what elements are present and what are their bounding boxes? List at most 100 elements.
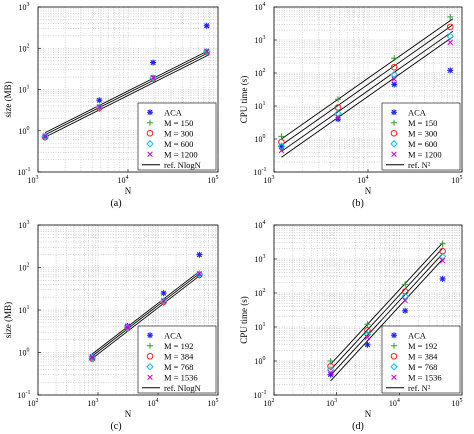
- legend-marker-circle: [390, 352, 398, 360]
- y-tick-base: 10: [255, 289, 263, 298]
- legend-marker-plus: [391, 342, 397, 349]
- data-point-circle: [390, 63, 398, 71]
- x-tick-label: 103: [264, 175, 275, 185]
- y-tick-exponent: 3: [263, 35, 266, 41]
- y-tick-label: 100: [19, 126, 30, 136]
- y-tick-exponent: 3: [263, 254, 266, 260]
- reference-line: [91, 270, 201, 355]
- panel-caption: (a): [110, 198, 121, 209]
- legend-entry: ref. NlogN: [164, 160, 201, 170]
- y-tick-label: 104: [255, 220, 266, 230]
- reference-line: [91, 272, 201, 357]
- data-markers: [277, 13, 454, 154]
- y-tick-label: 102: [255, 68, 266, 78]
- x-tick-label: 103: [88, 398, 99, 408]
- legend-entry: M = 150: [164, 118, 193, 128]
- legend-marker-star: [147, 109, 153, 116]
- data-point-diamond: [277, 142, 286, 151]
- y-tick-label: 101: [255, 101, 266, 111]
- data-point-star: [278, 143, 285, 150]
- data-point-cross: [364, 334, 371, 340]
- y-tick-label: 102: [255, 288, 266, 298]
- reference-line: [44, 54, 210, 138]
- data-point-cross: [150, 74, 156, 81]
- y-tick-exponent: -1: [262, 390, 267, 396]
- y-tick-base: 10: [19, 221, 27, 230]
- data-point-plus: [439, 240, 446, 247]
- y-tick-base: 10: [18, 168, 26, 177]
- x-tick-label: 104: [389, 398, 400, 408]
- y-tick-label: 101: [19, 305, 30, 315]
- reference-line: [281, 18, 454, 140]
- legend-entry: M = 192: [164, 341, 193, 351]
- data-point-circle: [401, 288, 409, 295]
- legend-entry: ref. N²: [408, 383, 431, 393]
- x-tick-label: 105: [208, 175, 219, 185]
- legend-marker-circle: [146, 352, 154, 360]
- y-axis-label: size (MB): [3, 302, 13, 338]
- x-axis-label: N: [125, 409, 132, 419]
- reference-line: [330, 252, 444, 376]
- y-tick-base: 10: [254, 391, 262, 400]
- x-tick-exponent: 5: [460, 175, 463, 181]
- x-tick-base: 10: [452, 176, 460, 185]
- legend-entry: ACA: [408, 330, 427, 340]
- y-axis-label: CPU time (s): [239, 296, 249, 344]
- x-tick-label: 105: [452, 398, 463, 408]
- y-tick-label: 10-1: [254, 390, 267, 400]
- reference-lines: [91, 270, 201, 359]
- data-point-star: [160, 290, 167, 297]
- y-tick-exponent: 0: [27, 348, 30, 354]
- x-tick-base: 10: [452, 399, 460, 408]
- y-tick-label: 103: [19, 2, 30, 12]
- y-tick-exponent: 4: [263, 2, 266, 8]
- x-axis-label: N: [125, 186, 132, 196]
- y-tick-base: 10: [19, 86, 27, 95]
- y-tick-exponent: 0: [263, 134, 266, 140]
- y-tick-label: 103: [19, 220, 30, 230]
- legend-marker-star: [391, 109, 397, 116]
- x-tick-label: 105: [208, 398, 219, 408]
- data-point-star: [439, 275, 446, 282]
- x-tick-base: 10: [326, 399, 334, 408]
- x-tick-exponent: 4: [366, 175, 369, 181]
- y-tick-base: 10: [254, 168, 262, 177]
- reference-line: [330, 247, 444, 371]
- data-point-circle: [278, 138, 285, 146]
- reference-lines: [281, 18, 454, 158]
- legend-entry: M = 1536: [164, 372, 198, 382]
- data-point-plus: [278, 133, 285, 140]
- legend-box: [137, 325, 217, 394]
- y-tick-base: 10: [255, 323, 263, 332]
- data-point-star: [364, 341, 371, 348]
- x-tick-exponent: 3: [272, 175, 275, 181]
- data-point-diamond: [95, 103, 104, 112]
- data-point-star: [327, 371, 334, 378]
- legend-box: [381, 102, 461, 171]
- y-tick-label: 103: [255, 35, 266, 45]
- plot-frame: [273, 224, 463, 396]
- y-tick-exponent: 2: [27, 43, 30, 49]
- y-tick-exponent: 2: [27, 263, 30, 269]
- legend-marker-star: [391, 332, 397, 339]
- y-tick-exponent: -1: [262, 167, 267, 173]
- data-point-cross: [391, 76, 397, 82]
- y-tick-exponent: 1: [27, 85, 30, 91]
- legend-marker-cross: [147, 151, 153, 158]
- data-point-cross: [124, 324, 131, 331]
- data-point-plus: [335, 96, 342, 103]
- y-tick-base: 10: [255, 221, 263, 230]
- legend-entry: M = 1536: [408, 372, 442, 382]
- panel-caption: (d): [352, 421, 364, 432]
- legend-entry: ref. N²: [408, 160, 431, 170]
- data-point-circle: [364, 326, 371, 334]
- y-tick-base: 10: [19, 3, 27, 12]
- data-point-cross: [335, 114, 341, 121]
- data-point-star: [96, 97, 103, 104]
- legend-marker-diamond: [146, 140, 154, 148]
- y-tick-base: 10: [255, 3, 263, 12]
- data-point-diamond: [438, 252, 447, 261]
